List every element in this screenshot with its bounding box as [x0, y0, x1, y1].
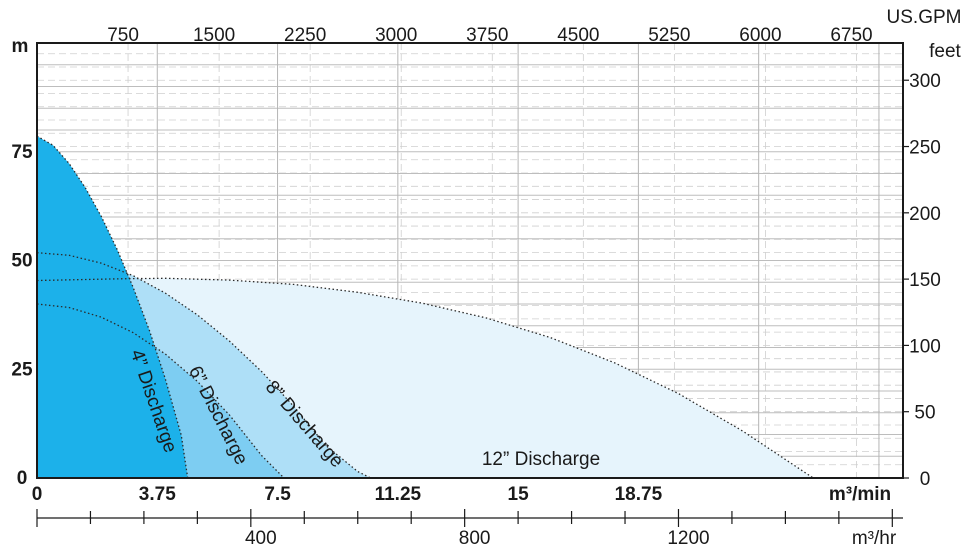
bottom-axis-ticks: 0 3.75 7.5 11.25 15 18.75 [32, 484, 663, 505]
top-axis-ticks: 750 1500 2250 3000 3750 4500 5250 6000 6750 [107, 25, 872, 46]
bottom-tick-label: 11.25 [375, 484, 422, 505]
bottom-tick-label: 3.75 [139, 484, 176, 505]
top-tick-label: 3750 [466, 25, 508, 46]
right-tick-label: 0 [920, 469, 931, 490]
left-tick-label: 25 [11, 359, 33, 380]
top-tick-label: 4500 [557, 25, 599, 46]
right-tick-label: 300 [909, 71, 941, 92]
top-tick-label: 6750 [830, 25, 872, 46]
bottom-axis-label: m³/min [829, 484, 891, 505]
top-tick-label: 6000 [739, 25, 781, 46]
bottom2-axis-label: m³/hr [852, 528, 897, 549]
bottom-tick-label: 0 [32, 484, 43, 505]
left-tick-label: 75 [11, 142, 33, 163]
top-tick-label: 5250 [648, 25, 690, 46]
left-tick-label: 50 [11, 251, 32, 272]
top-axis-label: US.GPM [887, 7, 962, 28]
right-axis-ticks: 0 50 100 150 200 250 300 [903, 71, 941, 490]
plot-border [36, 42, 904, 479]
bottom2-tick-label: 400 [245, 528, 277, 549]
right-tick-label: 250 [909, 138, 941, 159]
right-tick-label: 50 [914, 403, 935, 424]
left-axis-ticks: 0 25 50 75 [11, 142, 33, 489]
discharge-curves [36, 135, 814, 479]
bottom2-tick-label: 1200 [667, 528, 709, 549]
bottom-tick-label: 7.5 [264, 484, 291, 505]
bottom-secondary-axis: 400 800 1200 [36, 509, 903, 549]
right-tick-label: 150 [909, 270, 941, 291]
bottom-tick-label: 18.75 [615, 484, 663, 505]
top-tick-label: 1500 [193, 25, 235, 46]
top-tick-label: 3000 [375, 25, 417, 46]
right-tick-label: 100 [909, 336, 941, 357]
bottom-tick-label: 15 [508, 484, 530, 505]
series-curve-0 [36, 277, 814, 479]
top-tick-label: 750 [107, 25, 139, 46]
right-axis-label: feet [929, 41, 961, 62]
left-axis-label: m [12, 36, 29, 57]
right-tick-label: 200 [909, 204, 941, 225]
discharge-areas [37, 136, 814, 478]
left-tick-label: 0 [17, 468, 28, 489]
plot-frame [36, 42, 904, 479]
top-tick-label: 2250 [284, 25, 326, 46]
series-area-3 [37, 136, 188, 478]
series-curve-1 [36, 252, 371, 479]
bottom2-tick-label: 800 [459, 528, 491, 549]
series-label-12in: 12” Discharge [482, 449, 600, 470]
